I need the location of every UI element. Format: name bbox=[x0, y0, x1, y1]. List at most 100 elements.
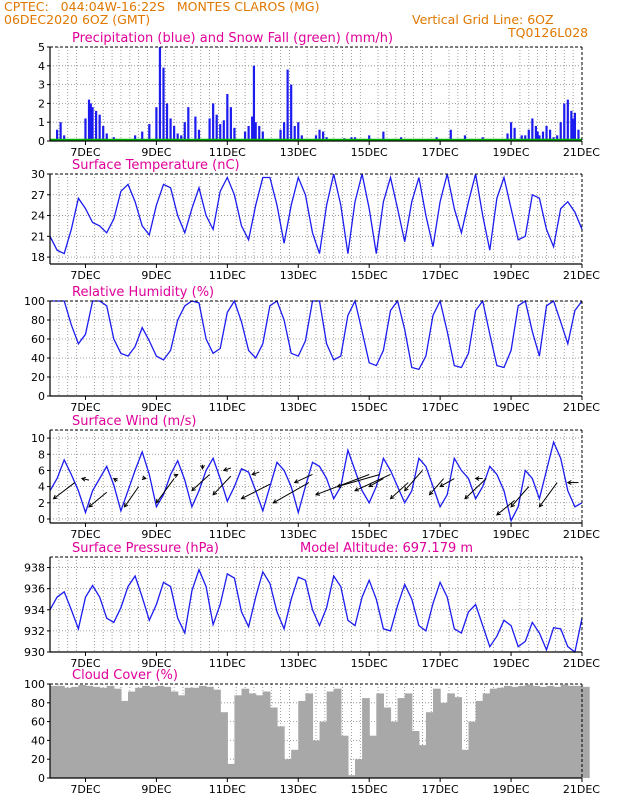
y-tick-label: 60 bbox=[31, 716, 45, 729]
wind-arrow-head bbox=[389, 494, 395, 500]
x-tick-label: 21DEC bbox=[563, 528, 600, 541]
precip-bar bbox=[572, 118, 575, 141]
precip-bar bbox=[208, 118, 211, 141]
y-tick-label: 936 bbox=[24, 583, 45, 596]
x-tick-label: 19DEC bbox=[493, 783, 530, 796]
y-tick-label: 80 bbox=[31, 697, 45, 710]
y-tick-label: 60 bbox=[31, 333, 45, 346]
precip-bar bbox=[545, 125, 548, 141]
cloud-bar bbox=[184, 687, 193, 778]
cloud-bar bbox=[539, 686, 548, 778]
y-tick-label: 100 bbox=[24, 678, 45, 691]
cloud-bar bbox=[227, 763, 236, 778]
wind-arrow-head bbox=[212, 490, 218, 496]
y-tick-label: 21 bbox=[31, 230, 45, 243]
precip-bar bbox=[509, 122, 513, 141]
wind-arrow-head bbox=[251, 471, 257, 476]
wind-arrow bbox=[404, 470, 423, 491]
precip-bar bbox=[261, 131, 264, 141]
precip-bar bbox=[556, 135, 559, 141]
precip-bar bbox=[506, 133, 509, 141]
x-tick-label: 9DEC bbox=[141, 783, 171, 796]
cloud-bar bbox=[447, 693, 455, 778]
x-tick-label: 15DEC bbox=[351, 401, 388, 414]
cloud-bar bbox=[298, 700, 306, 778]
precip-bar bbox=[321, 131, 325, 141]
cloud-bar bbox=[113, 688, 122, 778]
cloud-bar bbox=[177, 695, 186, 778]
precip-bar bbox=[148, 124, 151, 141]
cloud-bar bbox=[440, 702, 448, 778]
y-tick-label: 2 bbox=[38, 497, 45, 510]
precip-bar bbox=[212, 103, 215, 141]
precip-bar bbox=[59, 122, 62, 141]
cloud-bar bbox=[156, 685, 165, 778]
cloud-bar bbox=[291, 749, 299, 778]
header: CPTEC: 044:04W-16:22S MONTES CLAROS (MG)… bbox=[0, 0, 618, 40]
y-tick-label: 40 bbox=[31, 352, 45, 365]
wind-arrow bbox=[53, 482, 76, 500]
precip-bar bbox=[165, 103, 169, 141]
cloud-bar bbox=[269, 707, 278, 778]
cloud-bar bbox=[518, 685, 526, 778]
precip-bar bbox=[382, 131, 385, 141]
precip-bar bbox=[527, 129, 530, 141]
cloud-bar bbox=[106, 685, 115, 778]
cloud-bar bbox=[411, 731, 420, 778]
cloud-bar bbox=[312, 740, 321, 778]
precip-bar bbox=[89, 103, 92, 141]
cloud-bar bbox=[305, 693, 314, 778]
cloud-bar bbox=[64, 687, 72, 778]
cloud-bar bbox=[574, 685, 583, 778]
x-tick-label: 15DEC bbox=[351, 783, 388, 796]
cloud-bar bbox=[582, 686, 590, 778]
y-tick-label: 932 bbox=[24, 625, 45, 638]
cloud-bar bbox=[213, 689, 221, 778]
cloud-bar bbox=[262, 691, 271, 778]
precip-bar bbox=[566, 99, 569, 141]
x-tick-label: 19DEC bbox=[493, 401, 530, 414]
x-tick-label: 11DEC bbox=[209, 657, 246, 670]
cloud-bar bbox=[468, 721, 477, 778]
precip-bar bbox=[570, 110, 573, 141]
x-tick-label: 17DEC bbox=[422, 783, 459, 796]
panel-title: Precipitation (blue) and Snow Fall (gree… bbox=[72, 31, 393, 46]
wind-arrow-head bbox=[368, 482, 374, 488]
x-tick-label: 9DEC bbox=[141, 269, 171, 282]
x-tick-label: 11DEC bbox=[209, 783, 246, 796]
precip-bar bbox=[314, 135, 318, 141]
cloud-bar bbox=[496, 687, 505, 778]
wind-arrow-head bbox=[404, 486, 409, 492]
panel-title: Surface Temperature (nC) bbox=[72, 158, 240, 173]
wind-arrow-head bbox=[566, 480, 572, 485]
precip-bar bbox=[573, 112, 577, 141]
precip-bar bbox=[187, 107, 190, 141]
header-grid-line: Vertical Grid Line: 6OZ bbox=[412, 12, 554, 27]
precip-bar bbox=[229, 107, 232, 141]
cloud-bar bbox=[170, 691, 179, 778]
precip-bar bbox=[541, 131, 545, 141]
y-tick-label: 5 bbox=[38, 41, 45, 54]
x-tick-label: 21DEC bbox=[563, 146, 600, 159]
cloud-bar bbox=[198, 685, 207, 778]
precip-bar bbox=[524, 135, 527, 141]
cloud-bar bbox=[397, 698, 406, 778]
wind-arrow-head bbox=[112, 477, 118, 483]
x-tick-label: 17DEC bbox=[422, 269, 459, 282]
precip-bar bbox=[449, 129, 452, 141]
precip-bar bbox=[155, 107, 158, 141]
precip-bar bbox=[368, 135, 371, 141]
cloud-bar bbox=[418, 745, 427, 778]
x-tick-label: 13DEC bbox=[280, 528, 317, 541]
x-tick-label: 15DEC bbox=[351, 528, 388, 541]
cloud-bar bbox=[149, 686, 157, 778]
x-tick-label: 17DEC bbox=[422, 401, 459, 414]
precip-bar bbox=[134, 135, 137, 141]
cloud-bar bbox=[319, 721, 328, 778]
x-tick-label: 11DEC bbox=[209, 269, 246, 282]
wind-arrow-head bbox=[272, 499, 278, 504]
x-tick-label: 15DEC bbox=[351, 657, 388, 670]
wind-arrow bbox=[273, 482, 310, 504]
cloud-bar bbox=[454, 697, 463, 778]
